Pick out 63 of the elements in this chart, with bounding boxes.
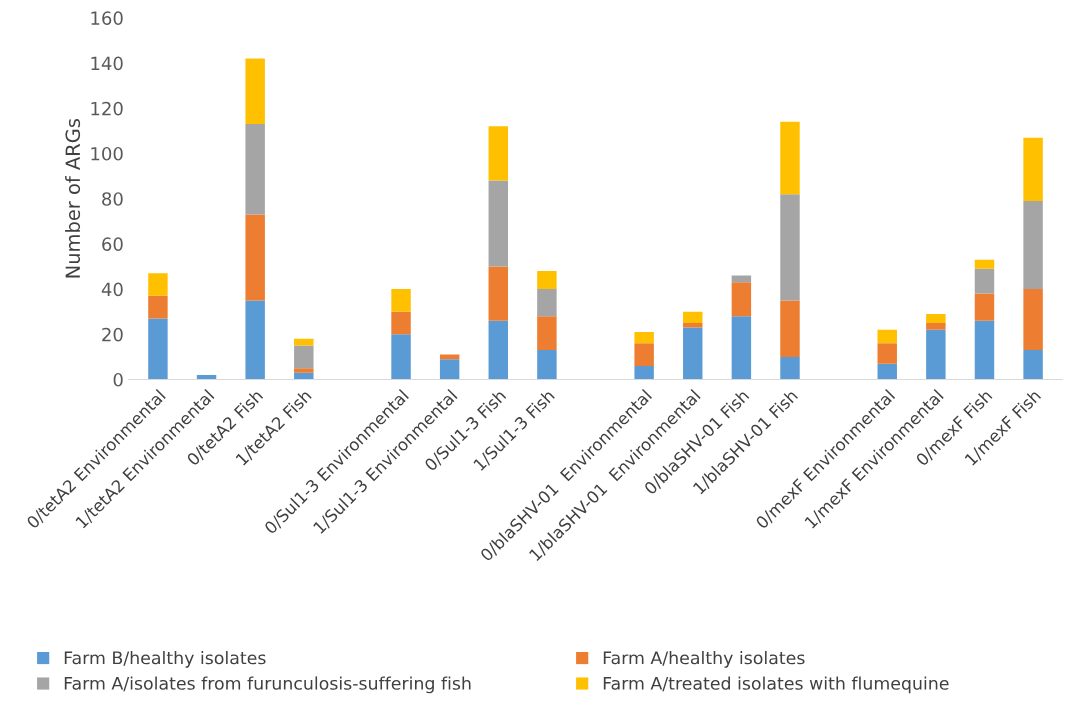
bar <box>731 316 752 380</box>
y-tick-label: 80 <box>102 192 123 206</box>
bar <box>683 322 703 328</box>
bar <box>148 273 168 296</box>
bar <box>294 345 314 369</box>
y-tick-label: 100 <box>91 146 123 161</box>
bar <box>391 334 411 380</box>
bar <box>926 329 946 380</box>
bar <box>294 338 314 346</box>
bar <box>488 266 508 321</box>
bar <box>391 311 411 335</box>
legend-label: Farm A/healthy isolates <box>603 650 805 668</box>
y-tick-label: 60 <box>102 237 123 251</box>
bar <box>245 58 265 125</box>
bar <box>926 313 946 323</box>
bar <box>1023 200 1043 290</box>
bar <box>537 316 557 351</box>
bar <box>974 320 995 380</box>
bar <box>148 295 168 319</box>
bar <box>245 300 265 380</box>
bar <box>634 332 654 344</box>
bar <box>245 124 265 215</box>
bar <box>439 359 460 380</box>
bar <box>294 372 314 380</box>
bar <box>683 311 703 323</box>
legend-label: Farm A/isolates from furunculosis-suffering fish <box>64 676 471 694</box>
bar <box>877 363 897 380</box>
bar <box>877 329 897 344</box>
bar <box>537 289 557 317</box>
bar <box>1023 137 1043 201</box>
bar <box>537 271 557 290</box>
legend-label: Farm B/healthy isolates <box>64 650 266 668</box>
bar <box>245 214 265 301</box>
y-tick-label: 140 <box>91 56 123 71</box>
bar <box>148 318 168 380</box>
bar <box>537 350 557 380</box>
bar <box>731 282 752 317</box>
bar <box>294 368 314 373</box>
legend-label: Farm A/treated isolates with flumequine <box>603 676 949 694</box>
y-axis-title: Number of ARGs <box>65 119 81 278</box>
bar <box>1023 350 1043 380</box>
bar <box>683 327 703 380</box>
bar <box>780 194 800 301</box>
bar <box>488 180 508 267</box>
bar <box>780 121 800 195</box>
bar <box>391 289 411 312</box>
y-tick-label: 20 <box>102 327 123 342</box>
y-tick-label: 160 <box>91 11 123 26</box>
bar <box>877 343 897 364</box>
bar <box>1023 289 1043 351</box>
bar <box>974 293 995 321</box>
bar <box>974 259 995 269</box>
bar <box>488 126 508 181</box>
bar <box>634 343 654 366</box>
bar <box>926 322 946 330</box>
y-tick-label: 120 <box>91 101 123 116</box>
y-tick-label: 40 <box>101 282 123 297</box>
bar <box>780 300 800 357</box>
bar <box>780 356 800 380</box>
bar <box>974 268 995 294</box>
bar <box>634 365 654 380</box>
y-tick-label: 0 <box>113 372 123 387</box>
bar <box>488 320 508 380</box>
